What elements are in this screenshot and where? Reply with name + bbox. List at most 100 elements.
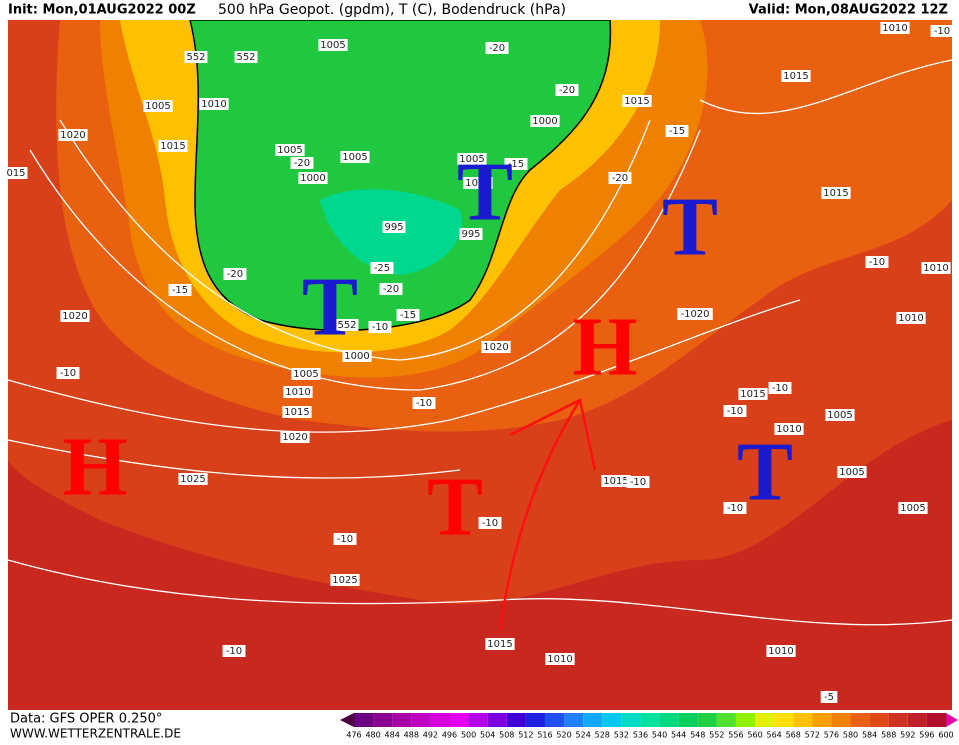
label-box — [896, 312, 926, 324]
map-label: 1005 — [277, 145, 302, 156]
map-label: 1010 — [923, 263, 948, 274]
label-box — [290, 157, 314, 169]
label-box — [60, 310, 90, 322]
system-letter: T — [302, 260, 358, 353]
label-box — [766, 645, 796, 657]
label-box — [774, 423, 804, 435]
map-label: -20 — [489, 43, 505, 54]
scale-cell — [602, 713, 622, 727]
system-letter: T — [457, 145, 513, 238]
map-label: -10 — [869, 257, 885, 268]
label-box — [168, 284, 192, 296]
scale-label: 580 — [843, 731, 858, 740]
scale-cell — [354, 713, 374, 727]
label-box — [184, 51, 208, 63]
label-box — [481, 341, 511, 353]
scale-label: 552 — [709, 731, 724, 740]
map-label: -20 — [559, 85, 575, 96]
map-label: 1015 — [603, 476, 628, 487]
label-box — [880, 22, 910, 34]
label-box — [318, 39, 348, 51]
scale-cell — [621, 713, 641, 727]
header-bar — [0, 0, 959, 20]
scale-cell — [430, 713, 450, 727]
label-box — [379, 283, 403, 295]
scale-arrow — [340, 713, 354, 727]
map-label: 1020 — [62, 311, 87, 322]
label-box — [459, 228, 483, 240]
label-box — [340, 151, 370, 163]
scale-label: 548 — [690, 731, 705, 740]
label-box — [601, 475, 631, 487]
system-letter: T — [427, 460, 483, 553]
map-label: 1010 — [201, 99, 226, 110]
map-label: 1025 — [332, 575, 357, 586]
scale-cell — [583, 713, 603, 727]
label-box — [275, 144, 305, 156]
label-box — [898, 502, 928, 514]
map-labels: 552 552 1005 -20 -20 1005 1010 1000 1015 -15 1020 1… — [4, 22, 954, 703]
map-label: -10 — [727, 503, 743, 514]
label-box — [608, 172, 632, 184]
scale-label: 504 — [480, 731, 495, 740]
scale-cell — [468, 713, 488, 727]
system-letter: H — [572, 300, 637, 393]
map-label: -10 — [727, 406, 743, 417]
scale-label: 536 — [633, 731, 648, 740]
scale-label: 520 — [556, 731, 571, 740]
map-label: 1010 — [776, 424, 801, 435]
map-label: 1015 — [487, 639, 512, 650]
scale-label: 508 — [499, 731, 514, 740]
scale-cell — [831, 713, 851, 727]
map-label: 1015 — [284, 407, 309, 418]
init-text: Init: Mon,01AUG2022 00Z — [8, 3, 196, 18]
scale-label: 592 — [900, 731, 915, 740]
label-box — [330, 574, 360, 586]
map-label: 552 — [337, 320, 356, 331]
label-box — [158, 140, 188, 152]
scale-cell — [449, 713, 469, 727]
map-label: 1015 — [740, 389, 765, 400]
scale-label: 524 — [576, 731, 591, 740]
label-box — [626, 476, 650, 488]
system-letter: T — [662, 180, 718, 273]
scale-cell — [544, 713, 565, 727]
map-label: 995 — [461, 229, 480, 240]
label-box — [723, 502, 747, 514]
label-box — [781, 70, 811, 82]
label-box — [622, 95, 652, 107]
scale-label: 500 — [461, 731, 476, 740]
label-box — [821, 187, 851, 199]
map-label: -10 — [60, 368, 76, 379]
scale-label: 484 — [385, 731, 400, 740]
color-scale: 476 480 484 488 492 496 500 504 508 512 516 520 524 5… — [340, 713, 958, 740]
map-label: 1015 — [783, 71, 808, 82]
scale-cell — [411, 713, 431, 727]
map-label: 552 — [236, 52, 255, 63]
label-box — [234, 51, 258, 63]
map-label: -10 — [772, 383, 788, 394]
scale-label: 540 — [652, 731, 667, 740]
map-label: -20 — [612, 173, 628, 184]
label-box — [677, 308, 713, 320]
scale-cell — [506, 713, 526, 727]
map-label: -10 — [372, 322, 388, 333]
label-box — [223, 268, 247, 280]
label-box — [143, 100, 173, 112]
system-letter: T — [737, 425, 793, 518]
field — [7, 19, 953, 710]
scale-label: 596 — [919, 731, 934, 740]
scale-cell — [392, 713, 412, 727]
map-label: -15 — [400, 310, 416, 321]
label-box — [930, 25, 954, 37]
scale-cell — [487, 713, 507, 727]
scale-label: 572 — [805, 731, 820, 740]
map-label: -10 — [482, 518, 498, 529]
map-label: 1020 — [60, 130, 85, 141]
scale-cell — [755, 713, 775, 727]
scale-cell — [774, 713, 794, 727]
scale-label: 556 — [728, 731, 743, 740]
map-label: -5 — [824, 692, 834, 703]
scale-arrow — [946, 713, 958, 727]
map-label: -10 — [416, 398, 432, 409]
